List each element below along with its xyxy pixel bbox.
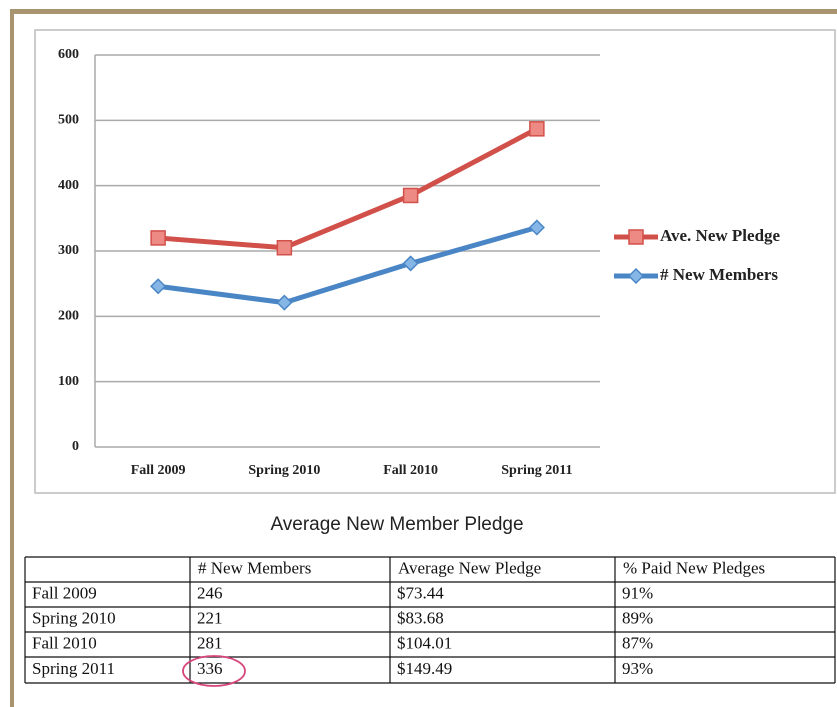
series-line — [157, 126, 539, 251]
y-tick-label: 400 — [58, 178, 79, 193]
data-point — [276, 239, 293, 256]
table-cell: 336 — [197, 659, 223, 678]
frame-left — [10, 9, 14, 707]
table-cell: 89% — [622, 608, 653, 627]
legend-label: Ave. New Pledge — [660, 226, 781, 245]
highlight-circle — [182, 655, 246, 687]
data-point — [150, 230, 166, 246]
table-cell: 93% — [622, 659, 653, 678]
legend-marker — [627, 267, 645, 285]
table-header: % Paid New Pledges — [623, 558, 765, 577]
table-header: # New Members — [198, 558, 311, 577]
x-tick-label: Spring 2011 — [501, 463, 572, 478]
table-cell: 221 — [197, 608, 223, 627]
table-cell: 281 — [197, 633, 223, 652]
y-tick-label: 300 — [58, 243, 79, 258]
chart-frame — [34, 29, 836, 494]
data-point — [150, 278, 167, 295]
data-point — [276, 294, 293, 311]
table-header: Average New Pledge — [398, 558, 541, 577]
y-tick-label: 200 — [58, 309, 79, 324]
table-cell: Fall 2009 — [32, 583, 97, 602]
y-tick-label: 0 — [72, 439, 79, 454]
table-cell: $149.49 — [397, 659, 452, 678]
y-tick-label: 100 — [58, 374, 79, 389]
table-cell: 91% — [622, 583, 653, 602]
data-point — [528, 219, 545, 236]
table-cell: Spring 2010 — [32, 608, 116, 627]
table-cell: Fall 2010 — [32, 633, 97, 652]
caption: Average New Member Pledge — [270, 514, 523, 535]
legend-label: # New Members — [660, 265, 778, 284]
frame-top — [10, 9, 837, 14]
table-cell: $83.68 — [397, 608, 444, 627]
legend-marker — [628, 229, 644, 245]
y-tick-label: 500 — [58, 113, 79, 128]
table: # New Members Average New Pledge % Paid Ne… — [24, 556, 836, 684]
y-tick-label: 600 — [58, 47, 79, 62]
table-cell: Spring 2011 — [32, 659, 115, 678]
data-point — [402, 187, 419, 204]
series-line — [157, 225, 538, 306]
table-cell: 246 — [197, 583, 223, 602]
table-cell: $73.44 — [397, 583, 444, 602]
x-tick-label: Fall 2009 — [131, 463, 186, 478]
x-tick-label: Spring 2010 — [248, 463, 320, 478]
data-point — [529, 121, 545, 137]
table-cell: $104.01 — [397, 633, 452, 652]
x-tick-label: Fall 2010 — [383, 463, 438, 478]
table-cell: 87% — [622, 633, 653, 652]
data-point — [402, 255, 419, 272]
